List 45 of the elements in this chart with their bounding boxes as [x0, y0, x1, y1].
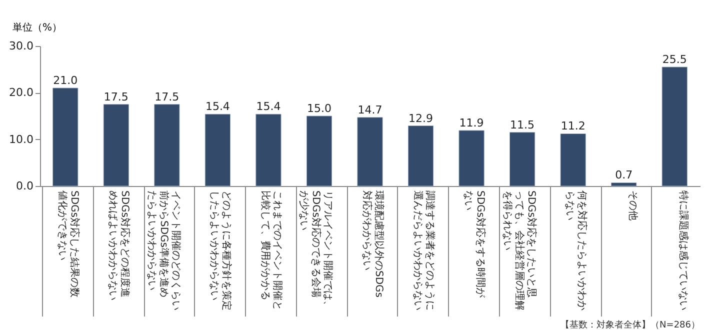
- x-tick-label: 環境配慮型以外のSDGs対応がわからない: [361, 190, 385, 298]
- x-tick-label: 特に課題感は感じていない: [678, 190, 690, 310]
- data-label: 11.5: [510, 118, 535, 132]
- bar: [408, 126, 434, 186]
- x-tick-label: イベント開催のどのくらい前からSDGs準備を進めたらよいかわからない: [146, 190, 181, 310]
- data-label: 0.7: [615, 168, 633, 182]
- bar: [560, 133, 586, 186]
- bar: [256, 114, 282, 186]
- bar: [611, 182, 637, 186]
- x-tick-label: リアルイベント開催では、SDGs対応のできる会場が少ない: [298, 190, 334, 310]
- data-label: 21.0: [53, 74, 78, 87]
- data-label: 14.7: [358, 103, 382, 116]
- y-tick-label: 0.0: [16, 180, 34, 192]
- data-label: 12.9: [408, 112, 434, 125]
- x-tick-label: SDGs対応をする時間がない: [462, 190, 487, 299]
- bar: [154, 104, 180, 186]
- data-label: 11.2: [560, 120, 586, 133]
- x-tick-label: 調達する業者をどのように選んだらよいかわからない: [412, 190, 436, 310]
- bar: [103, 104, 129, 186]
- data-label: 17.5: [104, 90, 128, 104]
- text: 【基数：対象者全体】（N=286）: [560, 320, 700, 330]
- data-label: 17.5: [154, 90, 180, 104]
- data-label: 15.0: [306, 102, 332, 115]
- x-tick-label: SDGs対応をしたいと思っても、会社経営層の理解を得られない: [501, 190, 538, 310]
- bar: [662, 66, 688, 186]
- x-tick-label: その他: [626, 190, 639, 220]
- data-label: 11.9: [459, 116, 484, 130]
- x-tick-label: これまでのイベント開催と比較して、費用がかかる: [259, 190, 282, 310]
- data-label: 15.4: [205, 100, 230, 114]
- x-tick-label: 何を対応したらよいかわからない: [564, 190, 588, 310]
- x-tick-label: どのように各種方針を策定したらよいかわからない: [208, 190, 233, 310]
- bar: [52, 88, 78, 186]
- bar: [357, 117, 383, 186]
- bar: [306, 116, 332, 186]
- x-tick-label: SDGs対応した結果の数値化ができない: [56, 190, 80, 298]
- data-label: 25.5: [662, 53, 687, 66]
- data-label: 15.4: [256, 100, 281, 114]
- y-tick-label: 10.0: [9, 132, 34, 146]
- bar: [204, 114, 231, 186]
- y-tick-label: 20.0: [9, 86, 34, 100]
- bar: [509, 132, 536, 186]
- y-axis-title: 単位（%）: [12, 22, 62, 34]
- x-tick-label: SDGs対応をどの程度進めればよいかわからない: [107, 190, 132, 300]
- bar: [458, 130, 484, 186]
- y-tick-label: 30.0: [9, 40, 34, 52]
